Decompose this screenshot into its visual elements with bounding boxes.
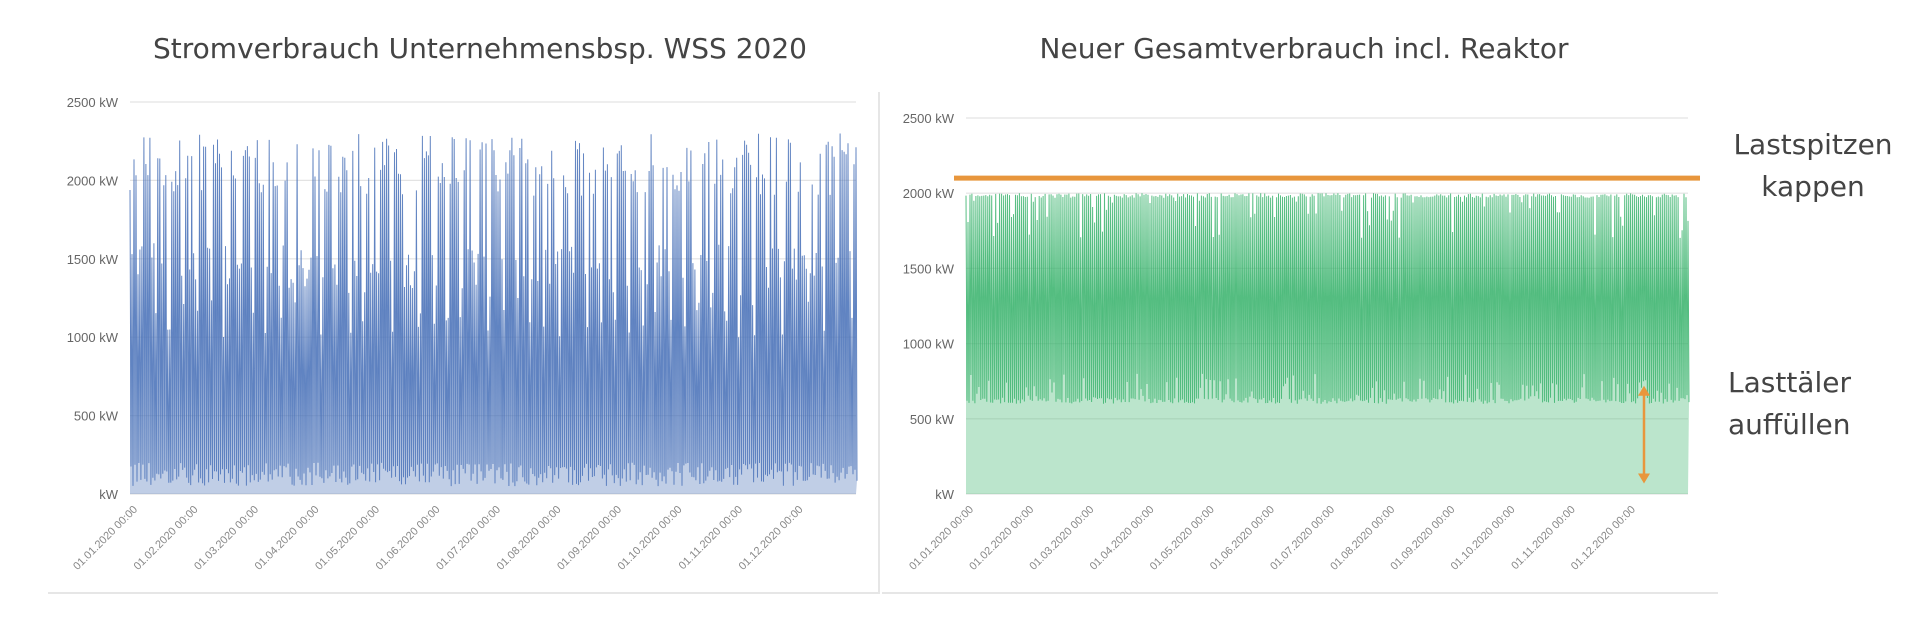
chart-title-left: Stromverbrauch Unternehmensbsp. WSS 2020 <box>153 32 807 65</box>
x-tick-label: 01.02.2020 00:00 <box>132 504 201 573</box>
y-tick-label: 1000 kW <box>67 330 119 345</box>
x-tick-label: 01.07.2020 00:00 <box>434 504 503 573</box>
x-tick-label: 01.01.2020 00:00 <box>907 504 976 573</box>
x-tick-label: 01.05.2020 00:00 <box>313 504 382 573</box>
chart-title-right: Neuer Gesamtverbrauch incl. Reaktor <box>1039 32 1569 65</box>
annotation-cap-peaks: Lastspitzen kappen <box>1728 124 1898 208</box>
annotation-cap-peaks-line2: kappen <box>1761 170 1865 203</box>
annotation-cap-peaks-line1: Lastspitzen <box>1733 128 1893 161</box>
x-tick-label: 01.03.2020 00:00 <box>192 504 261 573</box>
arrow-head-up <box>1638 385 1650 396</box>
x-tick-label: 01.02.2020 00:00 <box>967 504 1036 573</box>
x-tick-label: 01.11.2020 00:00 <box>677 504 745 572</box>
x-tick-label: 01.08.2020 00:00 <box>1328 504 1397 573</box>
arrow-head-down <box>1638 473 1650 484</box>
x-tick-label: 01.01.2020 00:00 <box>71 504 140 573</box>
y-tick-label: 1000 kW <box>903 337 955 352</box>
y-tick-label: 2500 kW <box>903 111 955 126</box>
consumption-chart-original: 2500 kW 2000 kW 1500 kW 1000 kW 500 kW kW 01.0… <box>67 95 858 573</box>
x-tick-label: 01.09.2020 00:00 <box>555 504 624 573</box>
x-tick-label: 01.03.2020 00:00 <box>1027 504 1096 573</box>
x-tick-label: 01.06.2020 00:00 <box>374 504 443 573</box>
chart-panel-left: 2500 kW 2000 kW 1500 kW 1000 kW 500 kW kW 01.0… <box>48 92 880 594</box>
x-tick-label: 01.11.2020 00:00 <box>1509 504 1577 572</box>
y-tick-label: kW <box>99 487 119 502</box>
x-tick-label: 01.09.2020 00:00 <box>1388 504 1457 573</box>
x-tick-label: 01.04.2020 00:00 <box>1088 504 1157 573</box>
series-line <box>129 133 858 487</box>
annotation-fill-valleys: Lasttäler auffüllen <box>1728 362 1898 446</box>
y-tick-label: 1500 kW <box>903 261 955 276</box>
x-tick-label: 01.05.2020 00:00 <box>1148 504 1217 573</box>
y-tick-label: 2000 kW <box>903 186 955 201</box>
x-tick-label: 01.12.2020 00:00 <box>1569 504 1638 573</box>
chart-panel-right: 2500 kW 2000 kW 1500 kW 1000 kW 500 kW kW 01.0… <box>882 92 1718 594</box>
annotation-fill-valleys-line1: Lasttäler <box>1728 366 1851 399</box>
x-tick-label: 01.10.2020 00:00 <box>1449 504 1518 573</box>
x-tick-label: 01.08.2020 00:00 <box>495 504 564 573</box>
x-tick-label: 01.10.2020 00:00 <box>616 504 685 573</box>
y-tick-label: 500 kW <box>74 409 119 424</box>
x-tick-label: 01.04.2020 00:00 <box>253 504 322 573</box>
y-tick-label: 2000 kW <box>67 173 119 188</box>
series-line <box>965 193 1690 404</box>
y-tick-label: kW <box>935 487 955 502</box>
y-tick-label: 500 kW <box>910 412 955 427</box>
x-tick-label: 01.12.2020 00:00 <box>737 504 806 573</box>
annotation-fill-valleys-line2: auffüllen <box>1728 408 1851 441</box>
y-tick-label: 1500 kW <box>67 252 119 267</box>
consumption-chart-with-reactor: 2500 kW 2000 kW 1500 kW 1000 kW 500 kW kW 01.0… <box>903 111 1700 573</box>
x-tick-label: 01.06.2020 00:00 <box>1208 504 1277 573</box>
y-tick-label: 2500 kW <box>67 95 119 110</box>
x-tick-label: 01.07.2020 00:00 <box>1268 504 1337 573</box>
